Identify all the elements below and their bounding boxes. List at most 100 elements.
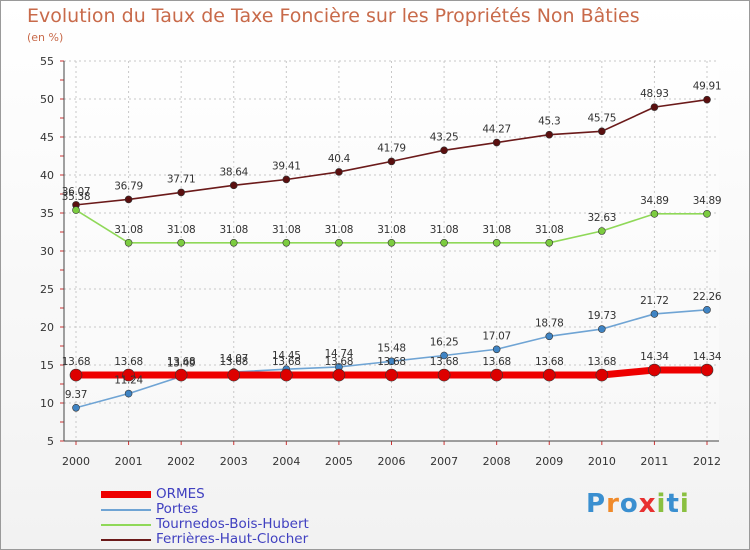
data-label-tournedos-bois-hubert: 31.08 xyxy=(167,224,196,236)
data-label-tournedos-bois-hubert: 32.63 xyxy=(588,212,617,224)
y-tick-label: 55 xyxy=(40,55,54,68)
y-tick-label: 10 xyxy=(40,397,54,410)
data-point-tournedos-bois-hubert xyxy=(545,238,554,247)
y-tick-label: 45 xyxy=(40,131,54,144)
data-label-ferrieres-haut-clocher: 38.64 xyxy=(219,166,248,178)
data-label-portes: 22.26 xyxy=(693,291,722,303)
x-tick-label: 2001 xyxy=(115,455,143,468)
data-point-ormes xyxy=(648,363,661,377)
data-label-ormes: 13.68 xyxy=(430,356,459,368)
data-point-portes xyxy=(703,306,711,314)
y-tick-label: 50 xyxy=(40,93,54,106)
data-label-ferrieres-haut-clocher: 41.79 xyxy=(377,142,406,154)
logo-letter: x xyxy=(638,489,657,519)
data-point-ormes xyxy=(280,368,293,382)
data-point-portes xyxy=(598,325,606,333)
data-label-ormes: 13.68 xyxy=(588,356,617,368)
legend-swatch xyxy=(101,508,151,511)
y-tick-label: 20 xyxy=(40,321,54,334)
data-label-portes: 11.24 xyxy=(114,375,143,387)
data-label-ormes: 13.68 xyxy=(62,356,91,368)
x-tick-label: 2004 xyxy=(272,455,300,468)
y-tick-label: 25 xyxy=(40,283,54,296)
logo-letter: o xyxy=(619,489,639,519)
data-point-ferrieres-haut-clocher xyxy=(282,175,291,184)
data-point-tournedos-bois-hubert xyxy=(492,238,501,247)
legend-item-tournedos-bois-hubert: Tournedos-Bois-Hubert xyxy=(101,517,309,532)
data-point-tournedos-bois-hubert xyxy=(387,238,396,247)
logo-letter: P xyxy=(586,489,607,519)
data-label-ormes: 13.68 xyxy=(535,356,564,368)
x-tick-label: 2008 xyxy=(483,455,511,468)
data-label-portes: 21.72 xyxy=(640,295,669,307)
data-point-tournedos-bois-hubert xyxy=(177,238,185,247)
data-label-ferrieres-haut-clocher: 45.3 xyxy=(538,116,560,128)
data-label-portes: 16.25 xyxy=(430,337,459,349)
data-label-ferrieres-haut-clocher: 45.75 xyxy=(588,112,617,124)
x-tick-label: 2006 xyxy=(378,455,406,468)
data-label-portes: 17.07 xyxy=(482,330,511,342)
x-tick-label: 2002 xyxy=(167,455,195,468)
x-tick-label: 2005 xyxy=(325,455,353,468)
data-label-ferrieres-haut-clocher: 49.91 xyxy=(693,81,722,93)
data-point-ormes xyxy=(174,368,188,382)
legend-swatch xyxy=(101,491,151,498)
data-point-ferrieres-haut-clocher xyxy=(650,103,659,111)
logo-letter: r xyxy=(606,489,620,519)
data-label-ferrieres-haut-clocher: 40.4 xyxy=(328,153,351,165)
data-point-tournedos-bois-hubert xyxy=(650,210,659,218)
chart-title: Evolution du Taux de Taxe Foncière sur l… xyxy=(27,5,640,27)
data-point-ferrieres-haut-clocher xyxy=(598,127,606,136)
data-label-portes: 15.48 xyxy=(377,342,406,354)
x-tick-label: 2010 xyxy=(588,455,616,468)
data-point-tournedos-bois-hubert xyxy=(598,227,606,235)
x-tick-label: 2011 xyxy=(640,455,668,468)
data-point-portes xyxy=(650,310,659,318)
data-label-ormes: 14.34 xyxy=(640,351,669,363)
data-point-ormes xyxy=(490,368,503,382)
data-label-portes: 18.78 xyxy=(535,317,564,329)
data-point-ormes xyxy=(542,368,556,382)
data-label-ormes: 14.34 xyxy=(693,351,722,363)
x-tick-label: 2009 xyxy=(535,455,563,468)
data-label-ormes: 13.68 xyxy=(272,356,301,368)
legend-label: Tournedos-Bois-Hubert xyxy=(156,516,309,532)
data-label-ferrieres-haut-clocher: 43.25 xyxy=(430,131,459,143)
data-point-portes xyxy=(387,357,396,366)
logo-letter: i xyxy=(679,489,690,519)
data-point-ormes xyxy=(227,368,241,382)
data-point-portes xyxy=(124,389,133,398)
data-point-ferrieres-haut-clocher xyxy=(440,146,448,155)
data-point-tournedos-bois-hubert xyxy=(440,238,448,247)
x-tick-label: 2000 xyxy=(62,455,90,468)
data-point-ormes xyxy=(437,368,451,382)
x-tick-label: 2007 xyxy=(430,455,458,468)
data-label-tournedos-bois-hubert: 31.08 xyxy=(482,224,511,236)
data-label-tournedos-bois-hubert: 31.08 xyxy=(272,224,301,236)
data-point-ormes xyxy=(595,368,609,382)
data-label-tournedos-bois-hubert: 31.08 xyxy=(430,224,459,236)
logo-letter: t xyxy=(666,489,680,519)
data-label-portes: 14.07 xyxy=(219,353,248,365)
data-label-ferrieres-haut-clocher: 36.07 xyxy=(62,186,91,198)
data-point-tournedos-bois-hubert xyxy=(229,238,238,247)
logo-letter: i xyxy=(656,489,667,519)
data-label-portes: 14.45 xyxy=(272,350,301,362)
data-point-ferrieres-haut-clocher xyxy=(492,138,501,147)
data-point-portes xyxy=(545,332,554,341)
data-label-portes: 9.37 xyxy=(65,389,87,401)
y-tick-label: 30 xyxy=(40,245,54,258)
legend-label: Ferrières-Haut-Clocher xyxy=(156,531,309,547)
legend-label: ORMES xyxy=(156,486,205,502)
data-label-tournedos-bois-hubert: 31.08 xyxy=(325,224,354,236)
data-label-tournedos-bois-hubert: 31.08 xyxy=(219,224,248,236)
data-label-portes: 14.74 xyxy=(325,348,354,360)
data-label-tournedos-bois-hubert: 34.89 xyxy=(693,195,722,207)
data-point-portes xyxy=(72,403,80,412)
data-label-tournedos-bois-hubert: 31.08 xyxy=(377,224,406,236)
y-tick-label: 35 xyxy=(40,207,54,220)
data-point-ferrieres-haut-clocher xyxy=(229,181,238,190)
data-point-tournedos-bois-hubert xyxy=(335,238,343,247)
